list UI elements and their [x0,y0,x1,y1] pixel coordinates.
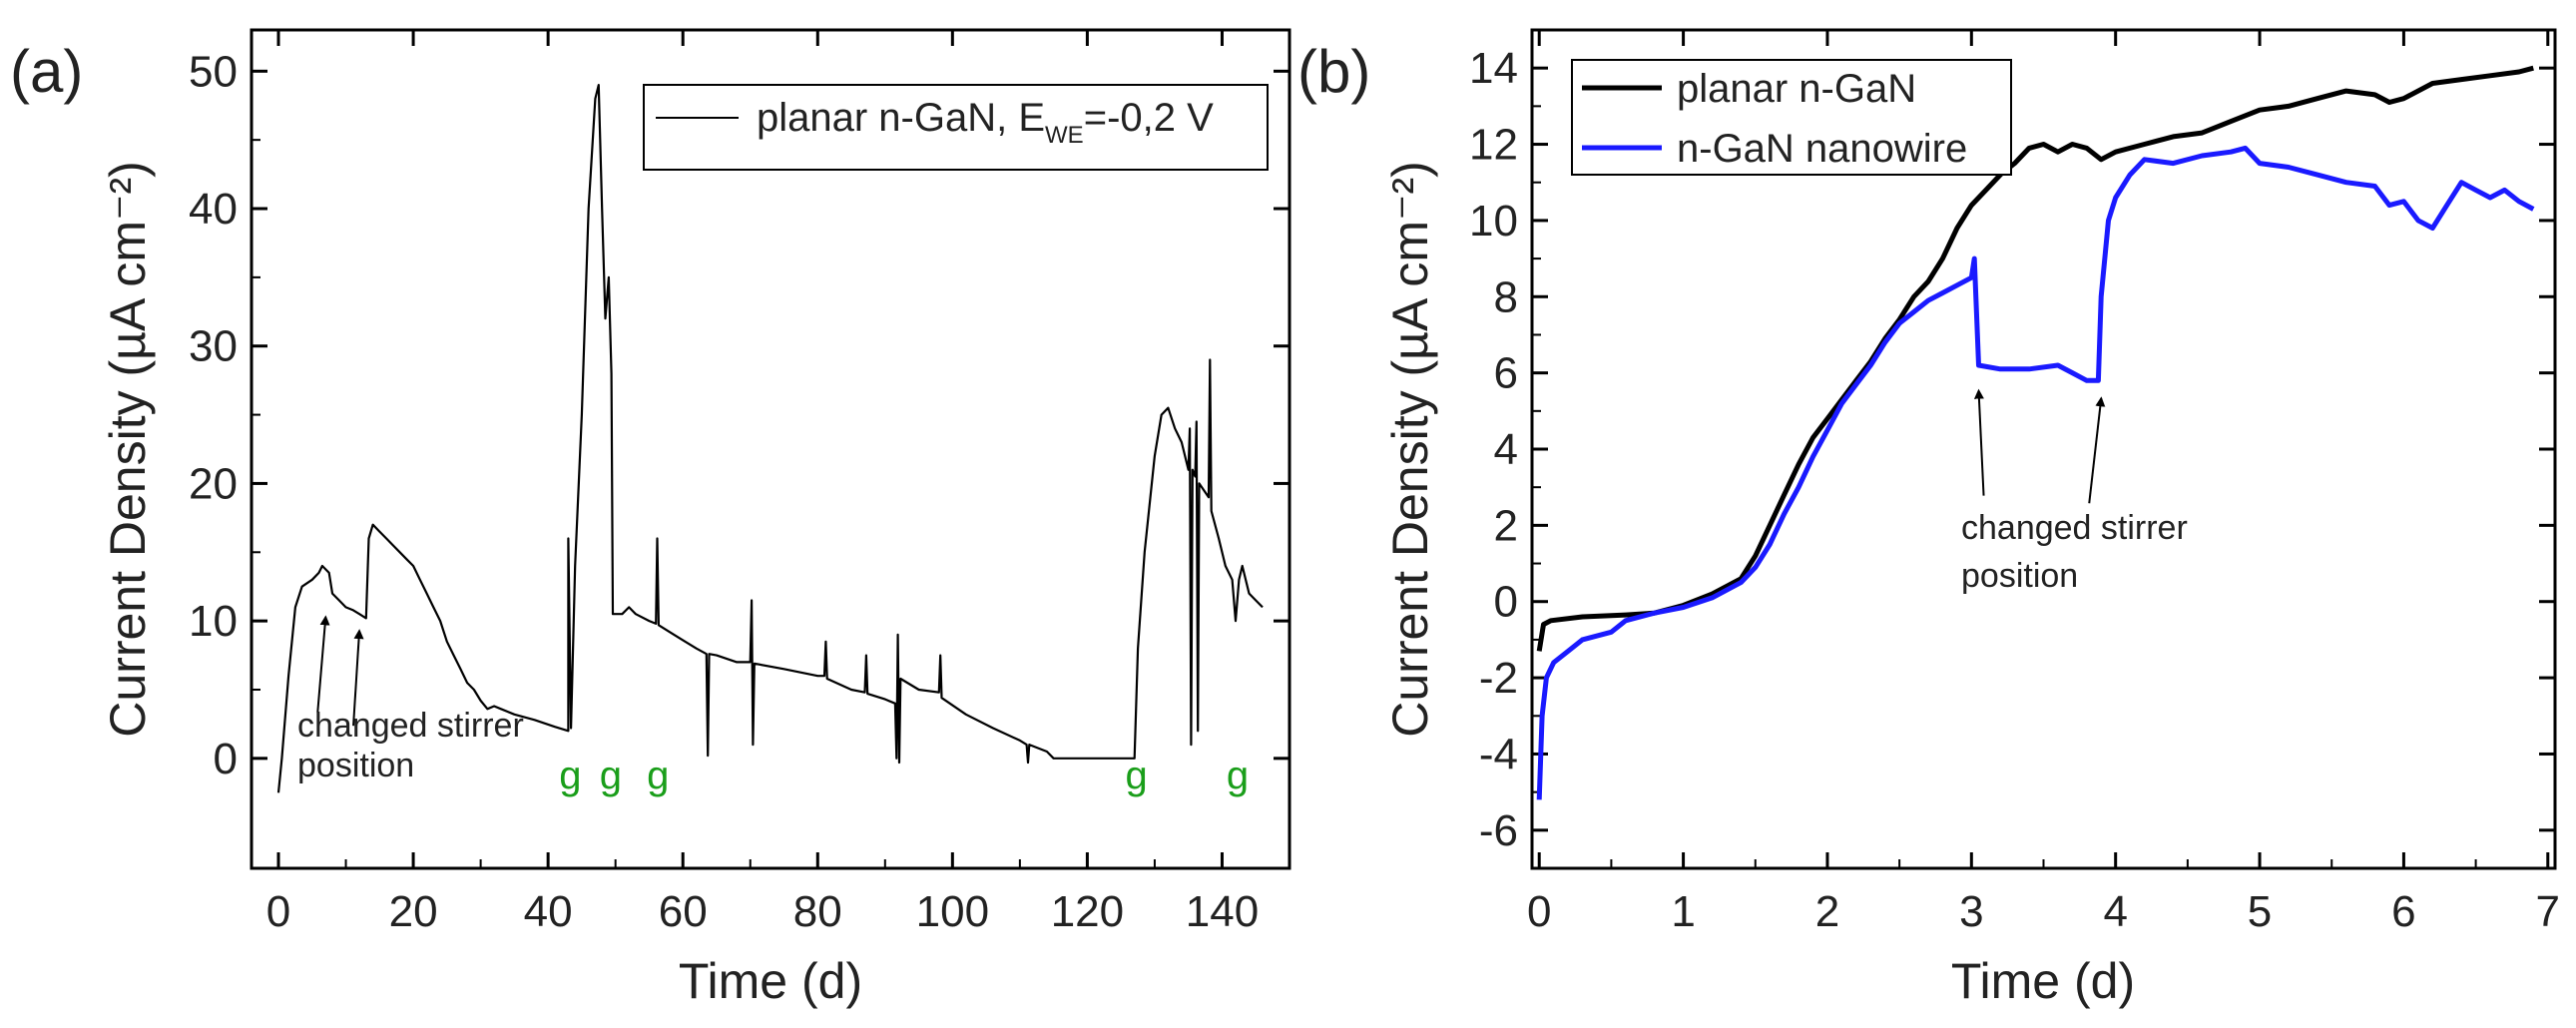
y-tick-label: 10 [1469,197,1518,246]
y-tick-label: 14 [1469,44,1518,93]
legend-label-main: planar n-GaN, E [757,96,1045,140]
annotation-arrow [316,615,330,713]
y-tick-label: 0 [1494,578,1518,627]
panel-b-annotation-line2: position [1961,557,2078,595]
panel-a-series [276,84,1264,793]
series-line-0 [276,84,1264,793]
panel-a-plot-frame [250,28,1291,870]
y-tick-label: 10 [189,597,238,646]
x-tick-label: 5 [2248,887,2272,936]
y-tick-label: -2 [1479,654,1518,703]
panel-b-y-axis-title: Current Density (µA cm⁻²) [1382,161,1438,738]
panel-a-annotation-line2: position [297,747,414,784]
panel-b-legend-label-nanowire: n-GaN nanowire [1677,127,1967,171]
x-tick-label: 2 [1815,887,1839,936]
y-tick-label: 0 [214,735,238,783]
panel-b-annotation-line1: changed stirrer [1961,509,2188,547]
x-tick-label: 60 [659,887,708,936]
panel-a-y-axis-title: Current Density (µA cm⁻²) [100,161,156,738]
panel-b-series [1536,65,2535,800]
x-tick-label: 6 [2391,887,2415,936]
legend-label-tail: =-0,2 V [1084,96,1214,140]
panel-b-annotation: changed stirrer position [1961,388,2188,595]
panel-b-legend-label-planar: planar n-GaN [1677,67,1916,111]
x-tick-label: 0 [1527,887,1551,936]
x-tick-label: 20 [389,887,438,936]
annotation-arrow [1973,388,1985,496]
x-tick-label: 0 [266,887,290,936]
g-marker: g [647,754,669,797]
x-tick-label: 7 [2536,887,2560,936]
panel-a-label: (a) [10,38,83,105]
x-tick-label: 40 [524,887,573,936]
y-tick-label: 30 [189,322,238,371]
x-tick-label: 1 [1671,887,1695,936]
x-tick-label: 3 [1959,887,1983,936]
y-tick-label: 2 [1494,501,1518,550]
annotation-arrow [2088,396,2106,504]
y-tick-label: 40 [189,185,238,234]
legend-label-subscript: WE [1045,122,1084,149]
x-tick-label: 100 [916,887,989,936]
y-tick-label: 50 [189,47,238,96]
x-tick-label: 80 [793,887,842,936]
y-tick-label: 6 [1494,349,1518,398]
x-tick-label: 140 [1186,887,1259,936]
panel-b-label: (b) [1297,38,1370,105]
y-tick-label: 20 [189,459,238,508]
g-marker: g [559,754,581,797]
y-tick-label: 8 [1494,272,1518,321]
annotation-arrow [352,629,364,727]
panel-b-x-axis-title: Time (d) [1951,953,2135,1009]
x-tick-label: 4 [2103,887,2127,936]
y-tick-label: 4 [1494,425,1518,474]
panel-a-x-axis-title: Time (d) [679,953,862,1009]
panel-a-legend-box [643,84,1269,171]
g-marker: g [1227,754,1249,797]
panel-a-ticks: 0 20 40 60 80 100 120 140 0 10 20 30 40 50 [189,30,1289,936]
x-tick-label: 120 [1051,887,1124,936]
panel-a-legend-label: planar n-GaN, EWE=-0,2 V [757,96,1214,149]
series-line-1 [1536,145,2535,800]
y-tick-label: -6 [1479,806,1518,855]
y-tick-label: -4 [1479,730,1518,778]
panel-b-legend-box [1571,59,2012,176]
panel-a-annotation-line1: changed stirrer [297,707,524,745]
panel-a-legend: planar n-GaN, EWE=-0,2 V [643,84,1269,171]
g-marker: g [1126,754,1148,797]
panel-a-annotation: changed stirrer position [297,615,524,784]
series-line-0 [1536,65,2534,652]
y-tick-label: 12 [1469,121,1518,170]
g-marker: g [600,754,622,797]
panel-b-legend: planar n-GaN n-GaN nanowire [1571,59,2012,176]
